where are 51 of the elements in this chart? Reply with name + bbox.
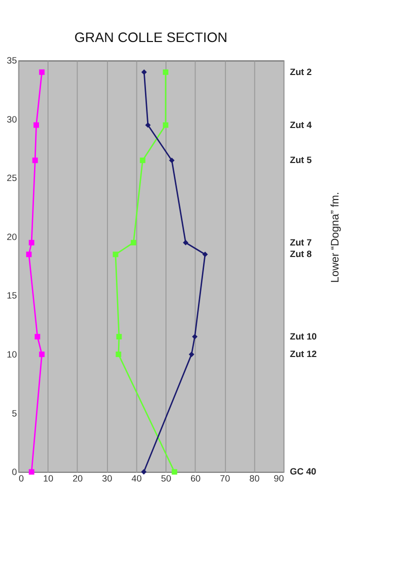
point: [172, 469, 178, 475]
point: [141, 69, 147, 75]
text: GC 40: [290, 466, 316, 477]
y-tick-label: 35: [6, 56, 17, 66]
text: Zut 7: [290, 237, 312, 248]
y-tick-label: 30: [6, 114, 17, 124]
point: [169, 158, 175, 164]
x-tick-label: 20: [72, 473, 83, 484]
x-tick-label: 10: [43, 473, 54, 484]
point: [34, 122, 40, 128]
point: [145, 122, 151, 128]
point: [116, 334, 122, 340]
y-tick-label: 20: [6, 232, 17, 242]
text: Zut 4: [290, 120, 313, 130]
text: Zut 12: [290, 349, 317, 360]
x-tick-label: 80: [249, 473, 260, 484]
point: [26, 252, 32, 258]
point: [28, 240, 34, 246]
point: [202, 252, 208, 258]
point: [188, 352, 194, 358]
x-tick-label: 60: [190, 473, 201, 484]
x-tick-label: 50: [160, 473, 172, 484]
y-tick-label: 10: [6, 350, 17, 360]
text: Zut 5: [290, 155, 312, 166]
point: [28, 469, 34, 475]
text: Zut 8: [290, 249, 312, 260]
x-tick-label: 70: [220, 473, 230, 484]
point: [141, 469, 147, 475]
point: [130, 240, 136, 246]
point: [182, 240, 188, 246]
point: [140, 158, 146, 164]
y-tick-label: 25: [6, 173, 17, 184]
point: [39, 352, 45, 358]
x-tick-label: 0: [18, 473, 24, 484]
point: [192, 334, 198, 340]
x-tick-label: 30: [102, 473, 112, 484]
text: Lower “Dogna” fm.: [329, 192, 342, 283]
x-tick-label: 40: [132, 473, 142, 484]
point: [162, 122, 168, 128]
y-tick-label: 15: [6, 290, 17, 301]
point: [112, 252, 118, 258]
text: Zut 10: [290, 331, 317, 342]
point: [32, 158, 38, 164]
x-tick-label: 90: [274, 473, 284, 484]
text: Zut 2: [290, 66, 312, 77]
point: [162, 69, 168, 75]
chart-title: GRAN COLLE SECTION: [74, 30, 228, 46]
y-tick-label: 5: [12, 408, 17, 418]
point: [116, 352, 122, 358]
point: [39, 69, 45, 75]
point: [34, 334, 40, 340]
